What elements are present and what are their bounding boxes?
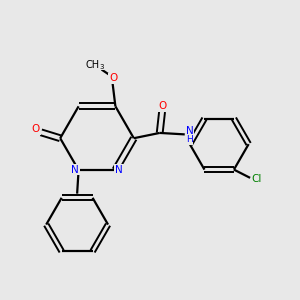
- Text: N: N: [186, 126, 193, 136]
- Text: O: O: [32, 124, 40, 134]
- Text: CH: CH: [86, 59, 100, 70]
- Text: O: O: [109, 74, 117, 83]
- Text: N: N: [115, 164, 123, 175]
- Text: H: H: [186, 135, 193, 144]
- Text: O: O: [158, 101, 167, 111]
- Text: 3: 3: [100, 64, 104, 70]
- Text: Cl: Cl: [251, 174, 262, 184]
- Text: N: N: [71, 164, 79, 175]
